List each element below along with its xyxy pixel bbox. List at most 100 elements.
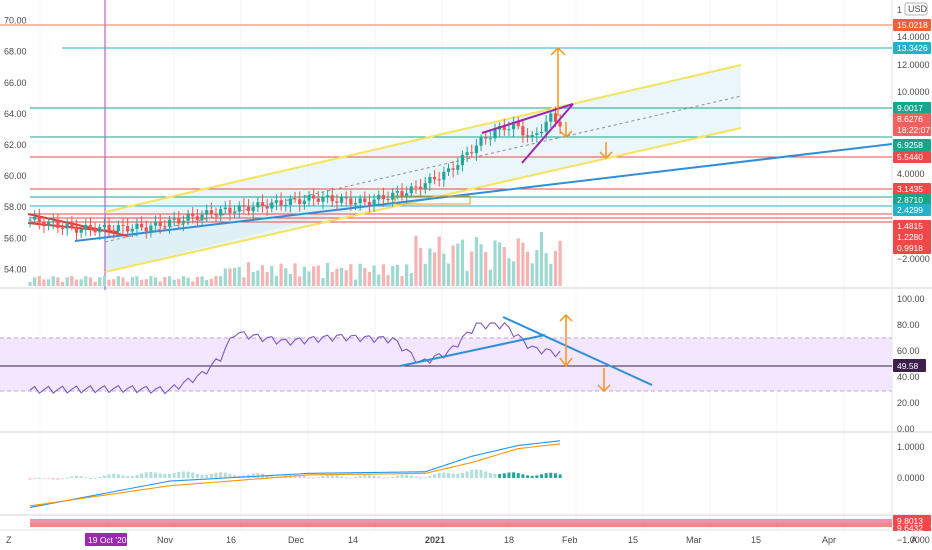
candle-body [56, 221, 60, 228]
candle-body [326, 195, 330, 198]
candle-body [321, 197, 325, 202]
volume-bar [409, 273, 413, 286]
volume-bar [405, 264, 409, 286]
volume-bar [302, 266, 306, 286]
volume-bar [130, 277, 134, 286]
channel-upper-line[interactable] [104, 64, 742, 213]
candle-body [209, 210, 213, 215]
time-axis[interactable]: 19 Oct '20 Nov 16 Dec 14 2021 18 Feb 15 Mar 15 Apr [85, 533, 836, 546]
left-axis-tick: 54.00 [4, 264, 27, 274]
consolidation-box[interactable] [394, 195, 471, 205]
signal-line[interactable] [29, 443, 561, 507]
volume-bar [312, 266, 316, 286]
candle-body [516, 121, 520, 127]
volume-bar [205, 279, 209, 286]
macd-histogram-bar [102, 475, 106, 478]
rsi-axis-tick: 60.00 [897, 346, 920, 356]
macd-histogram-bar [70, 476, 74, 478]
candle-body [419, 186, 423, 190]
macd-histogram-bar [386, 477, 390, 479]
candle-body [177, 218, 181, 224]
candle-body [451, 168, 455, 170]
trend-line[interactable] [74, 143, 893, 242]
macd-pane[interactable] [28, 440, 562, 508]
macd-histogram-bar [507, 472, 511, 478]
rsi-down-line[interactable] [502, 316, 653, 386]
candle-body [153, 221, 158, 226]
macd-histogram-bar [433, 474, 437, 478]
macd-histogram-bar [75, 475, 78, 478]
volume-bar [42, 279, 46, 286]
candle-body [37, 216, 41, 223]
currency-box[interactable] [904, 2, 928, 16]
macd-histogram-bar [502, 473, 506, 478]
rsi-current-tag [893, 359, 926, 372]
rsi-arrow-up-head [559, 313, 573, 322]
volume-bar [214, 276, 218, 286]
macd-axis-tick: −1.0000 [897, 535, 930, 545]
volume-bar [502, 246, 506, 286]
volume-bar [246, 262, 251, 286]
candle-body [265, 206, 269, 209]
price-tag [893, 19, 931, 31]
volume-bar [451, 245, 455, 286]
macd-axis[interactable]: 1.0000 0.0000 −1.0000 [897, 442, 930, 545]
rsi-axis[interactable]: 100.00 80.00 60.00 40.00 20.00 0.00 [897, 294, 925, 434]
macd-histogram-bar [437, 472, 441, 478]
candle-body [167, 219, 172, 227]
macd-histogram-bar [405, 474, 409, 478]
bottom-indicator-strip-2 [30, 523, 892, 527]
rsi-axis-tick: 20.00 [897, 398, 920, 408]
candle-body [242, 205, 246, 207]
candle-body [33, 216, 37, 220]
candle-body [51, 221, 55, 223]
price-tag-label: 1.2280 [897, 232, 923, 242]
candle-body [135, 223, 139, 229]
selected-date-tag[interactable] [85, 533, 127, 546]
candle-body [432, 176, 437, 180]
volume-bar [326, 262, 330, 286]
wedge-lower-line[interactable] [521, 103, 574, 164]
macd-histogram-bar [312, 477, 316, 479]
currency-label: USD [908, 4, 928, 14]
volume-bar [177, 278, 181, 286]
macd-histogram-bar [88, 477, 92, 479]
auto-scale-button[interactable]: A [911, 535, 917, 545]
rsi-trend-line[interactable] [399, 334, 546, 367]
volume-bar [223, 268, 227, 286]
candle-body [279, 200, 283, 206]
price-tag-label: 9.0017 [897, 103, 923, 113]
right-top-tick: 1 [897, 5, 902, 15]
candle-body [84, 224, 88, 230]
candle-body [186, 214, 190, 221]
candle-body [344, 197, 348, 199]
macd-histogram-bar [558, 474, 562, 478]
volume-bar [535, 250, 539, 286]
volume-bar [479, 244, 483, 286]
volume-bar [149, 276, 153, 286]
volume-bar [381, 264, 385, 286]
macd-histogram-bar [42, 478, 46, 479]
macd-histogram-bar [51, 478, 55, 480]
macd-histogram-bar [451, 473, 455, 478]
price-tag-label: 8.6276 [897, 114, 923, 124]
rsi-pane[interactable] [0, 313, 892, 395]
macd-line[interactable] [29, 440, 561, 508]
rsi-line[interactable] [29, 322, 561, 395]
projection-arrows[interactable] [550, 46, 613, 160]
volume-bar [414, 235, 418, 286]
volume-bar [493, 240, 497, 286]
candle-body [130, 228, 134, 232]
macd-histogram-bar [349, 477, 353, 479]
left-price-axis[interactable]: 54.00 56.00 58.00 60.00 62.00 64.00 66.00 68.00… [4, 16, 27, 275]
macd-histogram-bar [112, 473, 116, 478]
time-axis-label: 15 [628, 535, 638, 545]
candles [28, 106, 562, 241]
volume-bar [553, 250, 558, 286]
timezone-icon[interactable]: Z [6, 535, 12, 545]
volume-bar [265, 271, 269, 286]
right-price-axis[interactable]: 14.0000 12.0000 10.0000 4.0000 −2.0000 [897, 32, 930, 264]
macd-histogram-bar [530, 475, 534, 478]
macd-histogram-bar [181, 471, 185, 478]
